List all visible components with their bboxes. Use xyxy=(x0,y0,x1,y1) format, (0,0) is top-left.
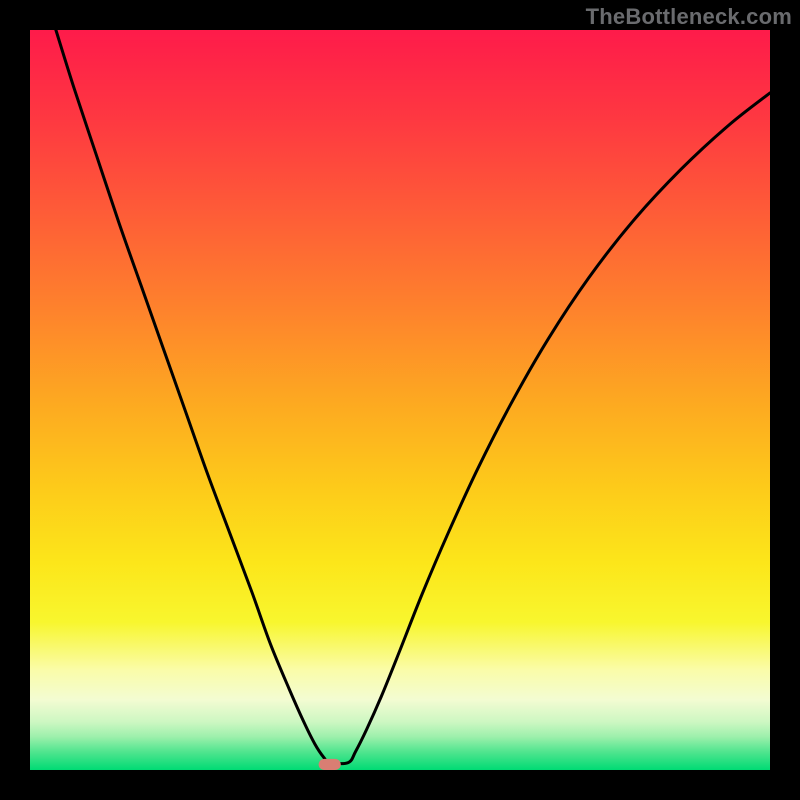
bottleneck-chart xyxy=(0,0,800,800)
optimal-point-marker xyxy=(319,759,341,770)
watermark-text: TheBottleneck.com xyxy=(586,4,792,30)
chart-container: TheBottleneck.com xyxy=(0,0,800,800)
chart-plot-bg xyxy=(30,30,770,770)
